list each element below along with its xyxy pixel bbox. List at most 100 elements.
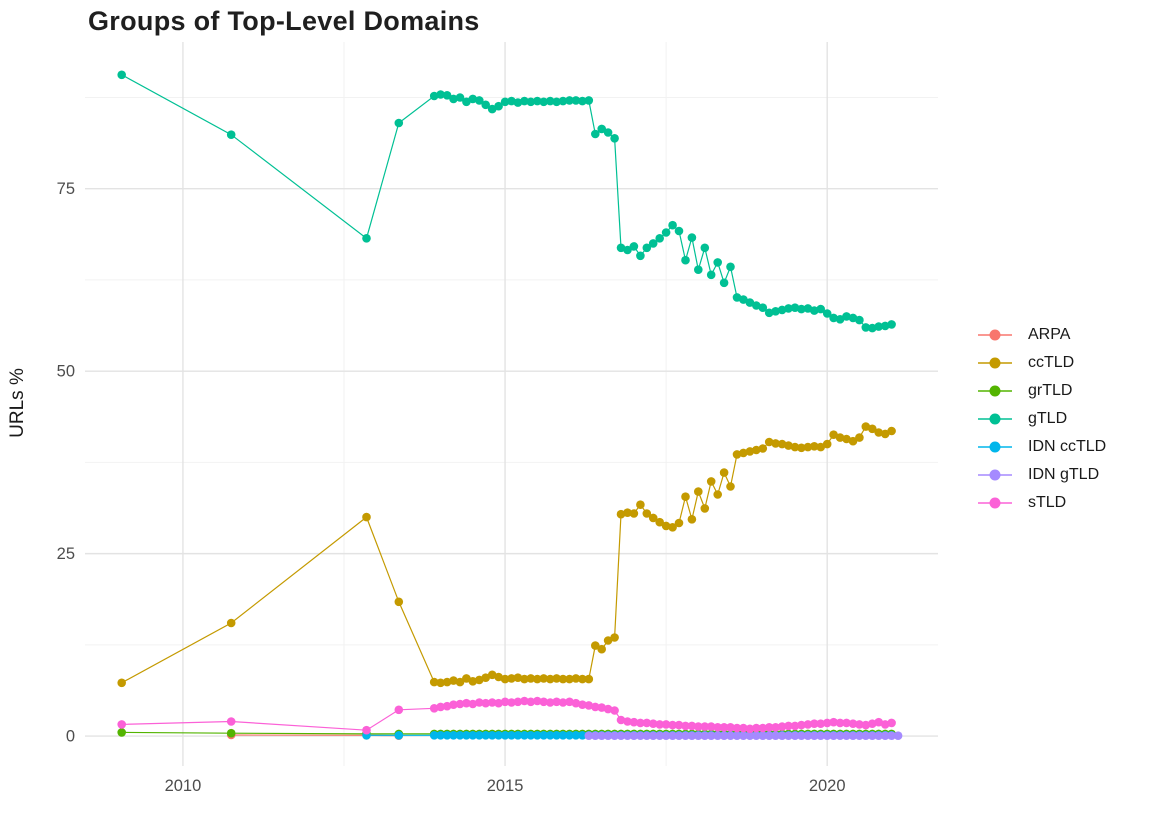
data-point [603,636,613,645]
data-point [855,720,864,729]
data-point [758,723,768,733]
data-point [117,70,126,80]
data-point [571,674,581,683]
data-point [829,731,838,740]
data-point [552,97,561,107]
data-point [874,717,883,727]
data-point [117,678,126,688]
data-point [552,674,561,683]
data-point [545,96,555,106]
data-point [726,262,735,272]
data-point [668,720,677,730]
data-point [642,731,652,740]
data-point [394,597,404,607]
data-point [752,731,761,740]
data-point [790,731,800,740]
y-tick-label-75: 75 [57,180,75,198]
data-point [226,728,236,738]
data-point [739,723,748,733]
data-point [494,672,503,682]
data-point [797,731,806,740]
data-point [706,270,716,280]
series-points-IDN-gTLD [584,731,903,740]
data-point [661,731,671,740]
data-point [442,91,452,100]
data-point [513,98,523,107]
data-point [655,517,664,527]
series-points-gTLD [117,70,896,333]
data-point [481,731,491,740]
legend-key-dot [989,441,1001,453]
data-point [642,243,652,253]
data-point [681,255,690,265]
data-point [700,722,710,731]
data-point [887,718,896,728]
data-point [442,731,452,740]
data-point [681,492,690,502]
data-point [829,717,838,727]
data-point [694,731,703,740]
data-point [449,94,458,104]
data-point [758,444,768,453]
data-point [674,226,684,236]
data-point [642,509,652,518]
data-point [816,719,825,728]
data-point [481,698,491,708]
data-point [771,731,780,740]
legend-item-IDN-gTLD: IDN gTLD [978,461,1106,489]
data-point [462,674,471,683]
data-point [822,309,832,318]
data-point [822,718,832,728]
data-point [842,434,851,444]
series-line-gTLD [121,74,892,329]
data-point [578,674,587,684]
legend-label: ccTLD [1028,354,1075,371]
series-points-ccTLD [117,422,896,688]
data-point [552,697,561,707]
data-point [591,129,600,139]
data-point [565,674,574,684]
data-point [429,704,439,713]
data-point [539,97,548,107]
data-point [835,718,845,728]
data-point [500,97,510,107]
data-point [880,429,890,439]
data-point [636,731,645,740]
data-point [539,731,548,740]
data-point [874,322,883,331]
data-point [362,234,371,243]
legend: ARPA ccTLD grTLD gTLD IDN ccTLD IDN gTLD sTLD [978,321,1106,517]
data-point [616,731,626,740]
data-point [520,674,529,684]
data-point [455,677,465,687]
data-point [481,673,491,682]
data-point [661,228,671,237]
legend-key-icon [978,385,1012,397]
data-point [797,443,806,453]
data-point [835,315,845,324]
data-point [603,704,613,714]
data-point [226,130,236,139]
data-point [887,731,896,740]
data-point [623,731,632,740]
data-point [520,96,529,106]
data-point [603,731,613,740]
x-tick-label-2010: 2010 [165,777,202,795]
data-point [616,715,626,725]
data-point [494,101,503,111]
data-point [642,718,652,728]
data-point [752,301,761,310]
data-point [880,731,890,740]
data-point [578,731,587,740]
data-point [674,731,684,740]
x-tick-label-2020: 2020 [809,777,846,795]
data-point [764,437,774,447]
data-point [636,718,645,728]
data-point [706,477,716,486]
data-point [810,719,819,728]
legend-key-dot [989,413,1001,425]
data-point [803,731,813,740]
data-point [475,731,484,740]
data-point [648,239,658,248]
